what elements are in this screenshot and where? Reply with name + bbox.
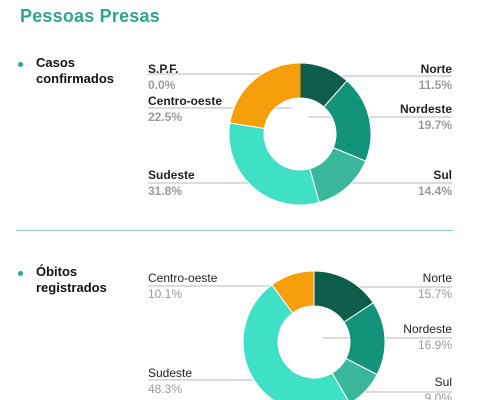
- slice-sudeste[interactable]: [242, 284, 350, 400]
- slice-label-nordeste: Nordeste: [403, 322, 452, 336]
- slice-label-sudeste: Sudeste: [148, 366, 192, 380]
- slice-value-sul: 14.4%: [418, 184, 452, 198]
- slice-label-centro-oeste: Centro-oeste: [148, 94, 222, 108]
- slice-sudeste[interactable]: [228, 122, 320, 206]
- section-label: Casos confirmados: [36, 55, 115, 86]
- slice-value-centro-oeste: 10.1%: [148, 287, 182, 301]
- slice-value-sul: 9.0%: [425, 391, 453, 400]
- slice-centro-oeste[interactable]: [271, 270, 315, 314]
- page-title: Pessoas Presas: [20, 6, 160, 26]
- slice-label-sul: Sul: [435, 375, 452, 389]
- slice-value-sudeste: 31.8%: [148, 184, 182, 198]
- section-label: Óbitos registrados: [36, 264, 107, 295]
- slice-value-nordeste: 19.7%: [418, 118, 452, 132]
- slice-label-nordeste: Nordeste: [400, 102, 452, 116]
- bullet-icon: [18, 271, 23, 276]
- slice-value-nordeste: 16.9%: [418, 338, 452, 352]
- slice-value-norte: 11.5%: [419, 78, 453, 92]
- bullet-icon: [18, 62, 23, 67]
- slice-label-centro-oeste: Centro-oeste: [148, 271, 218, 285]
- slice-label-sudeste: Sudeste: [148, 168, 195, 182]
- slice-label-norte: Norte: [423, 271, 453, 285]
- slice-value-centro-oeste: 22.5%: [148, 110, 182, 124]
- slice-value-norte: 15.7%: [418, 287, 452, 301]
- slice-value-s-p-f: 0.0%: [148, 78, 176, 92]
- slice-value-sudeste: 48.3%: [148, 382, 182, 396]
- donut-chart-casos: Norte 11.5% Nordeste 19.7% Sul 14.4% Sudeste 31…: [148, 62, 453, 206]
- slice-label-sul: Sul: [433, 168, 452, 182]
- slice-label-norte: Norte: [421, 62, 453, 76]
- slice-label-s-p-f: S.P.F.: [148, 62, 178, 76]
- section-divider: [16, 230, 453, 231]
